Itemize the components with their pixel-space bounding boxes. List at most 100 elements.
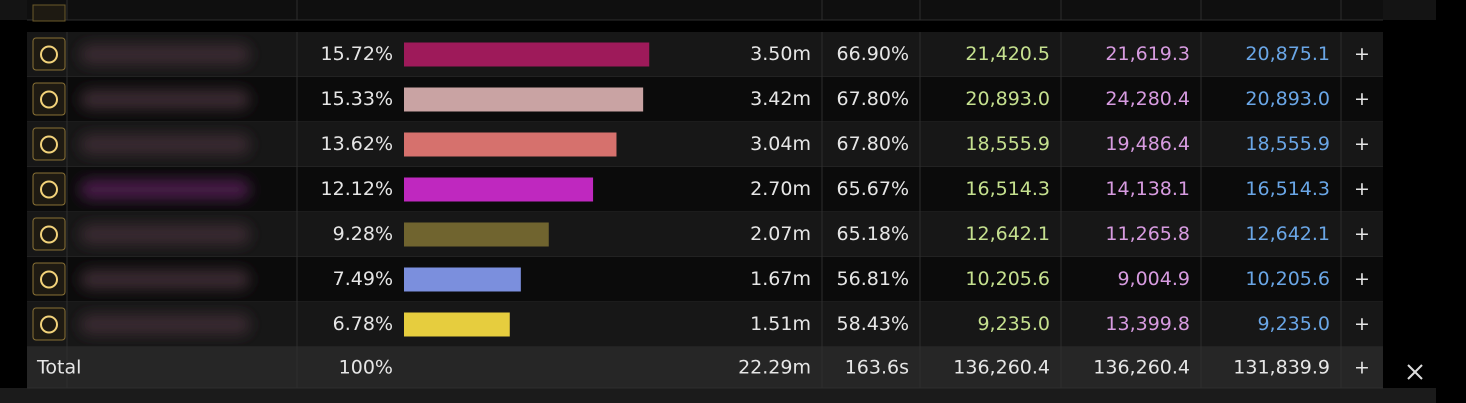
active: 67.80% [837,133,909,155]
share-bar [404,87,644,112]
job-glyph [40,180,58,199]
row-background [27,212,1383,257]
value-1: 9,235.0 [977,313,1050,335]
total-value: 131,839.9 [1233,357,1330,379]
share-bar [404,42,650,67]
active: 66.90% [837,43,909,65]
share-label: 15.33% [321,88,393,110]
active: 65.18% [837,223,909,245]
active: 67.80% [837,88,909,110]
amount: 1.51m [750,313,811,335]
row-background [27,0,1383,20]
share-bar [404,222,549,247]
job-glyph [40,45,58,64]
job-icon [32,262,66,296]
active: 56.81% [837,268,909,290]
job-icon [32,4,66,22]
row-background [27,302,1383,347]
job-icon [32,307,66,341]
row-background [27,32,1383,77]
amount: 3.04m [750,133,811,155]
expand-button[interactable]: + [1354,43,1370,65]
rows: 15.72% 3.50m 66.90% 21,420.5 21,619.3 20,875.… [27,0,1383,389]
total-value: 136,260.4 [953,357,1050,379]
blurred-name [80,134,250,155]
row-background [27,257,1383,302]
total-value: 136,260.4 [1093,357,1190,379]
value-3: 20,875.1 [1245,43,1330,65]
row-background [27,77,1383,122]
expand-button[interactable]: + [1354,223,1370,245]
expand-button[interactable]: + [1354,313,1370,335]
value-1: 10,205.6 [965,268,1050,290]
job-icon [32,37,66,71]
amount: 2.07m [750,223,811,245]
blurred-name [80,314,250,335]
job-icon [32,172,66,206]
value-1: 21,420.5 [965,43,1050,65]
value-2: 14,138.1 [1105,178,1190,200]
value-3: 16,514.3 [1245,178,1330,200]
expand-button[interactable]: + [1354,357,1370,379]
blurred-name [80,179,250,200]
value-2: 19,486.4 [1105,133,1190,155]
blurred-name [80,89,250,110]
blurred-name [80,44,250,65]
amount: 3.50m [750,43,811,65]
value-1: 18,555.9 [965,133,1050,155]
amount: 2.70m [750,178,811,200]
expand-button[interactable]: + [1354,88,1370,110]
expand-button[interactable]: + [1354,178,1370,200]
share-bar [404,177,594,202]
amount: 3.42m [750,88,811,110]
job-icon [32,217,66,251]
share-bar [404,132,617,157]
active: 65.67% [837,178,909,200]
job-icon [32,127,66,161]
share-label: 15.72% [321,43,393,65]
share-label: 7.49% [333,268,393,290]
job-glyph [40,270,58,289]
job-glyph [40,135,58,154]
share-bar [404,267,521,292]
job-glyph [40,225,58,244]
active: 58.43% [837,313,909,335]
row-background [27,122,1383,167]
value-3: 20,893.0 [1245,88,1330,110]
job-icon [32,82,66,116]
value-1: 12,642.1 [965,223,1050,245]
value-2: 21,619.3 [1105,43,1190,65]
value-3: 12,642.1 [1245,223,1330,245]
value-1: 20,893.0 [965,88,1050,110]
expand-button[interactable]: + [1354,133,1370,155]
row-background [27,167,1383,212]
total-active: 163.6s [845,357,909,379]
footer-strip [0,388,1436,403]
total-share: 100% [339,357,393,379]
amount: 1.67m [750,268,811,290]
job-glyph [40,315,58,334]
share-bar [404,312,510,337]
value-3: 18,555.9 [1245,133,1330,155]
value-2: 24,280.4 [1105,88,1190,110]
blurred-name [80,269,250,290]
value-3: 10,205.6 [1245,268,1330,290]
job-glyph [40,90,58,109]
share-label: 6.78% [333,313,393,335]
blurred-name [80,224,250,245]
expand-button[interactable]: + [1354,268,1370,290]
close-button[interactable] [1407,364,1423,380]
value-2: 13,399.8 [1105,313,1190,335]
value-3: 9,235.0 [1257,313,1330,335]
value-2: 9,004.9 [1117,268,1190,290]
total-amount: 22.29m [738,357,811,379]
share-label: 13.62% [321,133,393,155]
share-label: 9.28% [333,223,393,245]
share-label: 12.12% [321,178,393,200]
value-2: 11,265.8 [1105,223,1190,245]
total-label: Total [36,357,81,379]
value-1: 16,514.3 [965,178,1050,200]
row-background [27,347,1383,388]
